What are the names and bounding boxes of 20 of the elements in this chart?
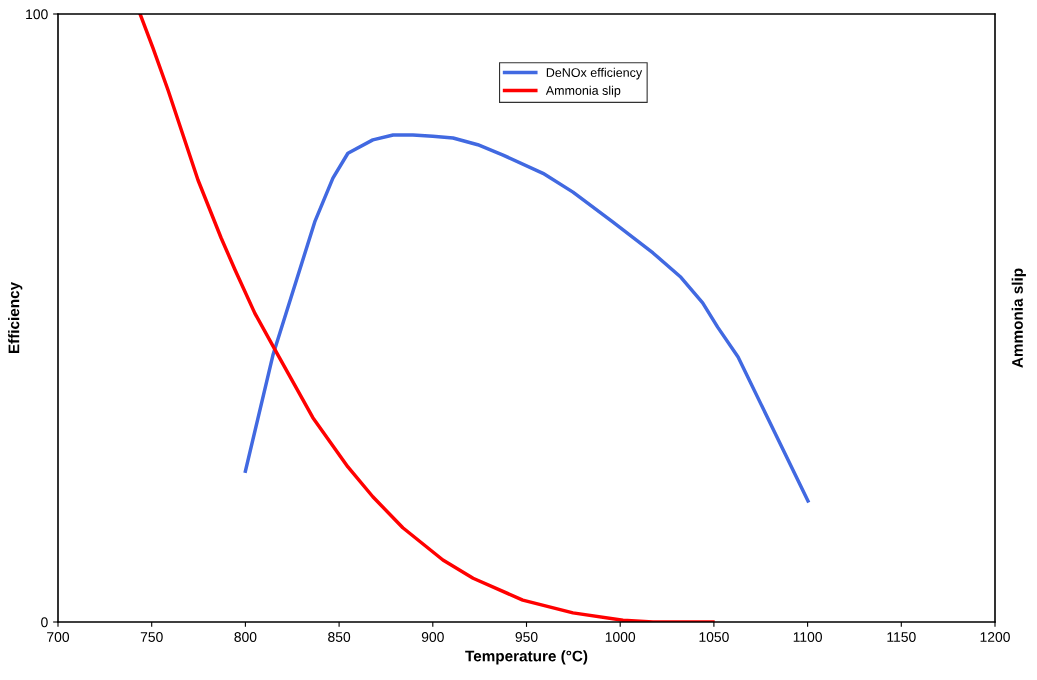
legend-label: DeNOx efficiency xyxy=(546,67,643,80)
x-tick-label: 750 xyxy=(140,632,163,642)
y-tick-label: 100 xyxy=(26,9,48,20)
x-tick-label: 900 xyxy=(421,632,444,642)
x-tick-label: 1200 xyxy=(980,632,1010,642)
x-axis-title: Temperature (°C) xyxy=(465,650,588,665)
line-series xyxy=(138,14,715,622)
y-axis-title: Efficiency xyxy=(8,281,23,354)
y2-axis-title: Ammonia slip xyxy=(1011,268,1026,368)
y-tick-label: 0 xyxy=(41,617,48,628)
x-tick-label: 950 xyxy=(515,632,538,642)
legend-label: Ammonia slip xyxy=(545,85,621,98)
x-tick-label: 800 xyxy=(234,632,257,642)
x-tick-label: 850 xyxy=(328,632,351,642)
x-tick-label: 700 xyxy=(47,632,70,642)
line-series xyxy=(243,133,810,503)
x-tick-label: 1000 xyxy=(605,632,636,642)
x-tick-label: 1100 xyxy=(793,632,822,642)
x-tick-label: 1050 xyxy=(699,632,729,642)
x-tick-label: 1150 xyxy=(887,632,916,642)
